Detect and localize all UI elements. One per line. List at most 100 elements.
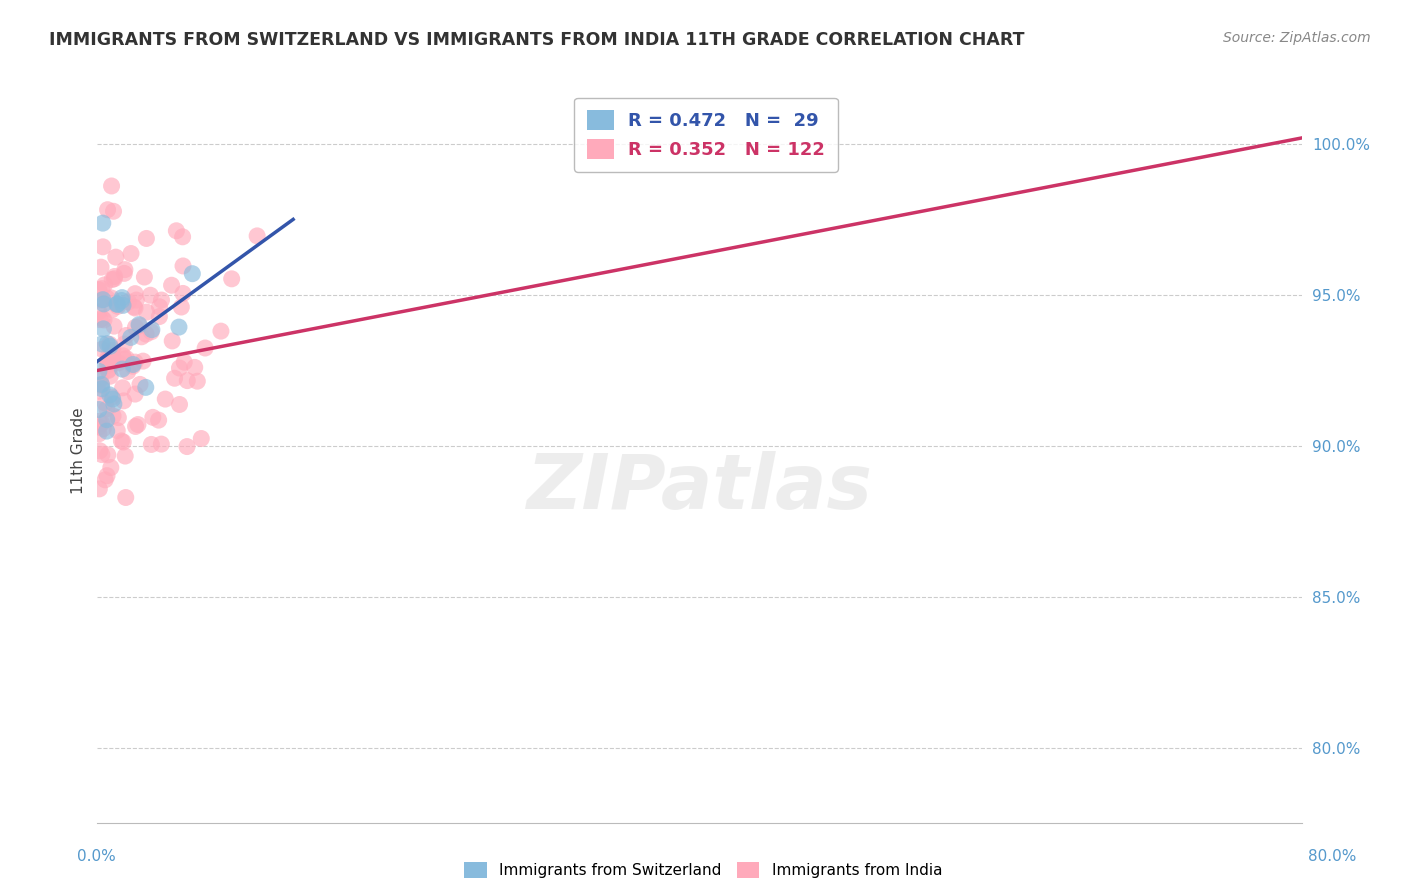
Point <box>170 300 193 314</box>
Point <box>183 360 205 375</box>
Point <box>97 448 120 462</box>
Point <box>150 437 173 451</box>
Point <box>135 380 157 394</box>
Point <box>129 377 152 392</box>
Point <box>93 322 115 336</box>
Point <box>112 393 135 408</box>
Point <box>139 288 162 302</box>
Point <box>115 328 138 343</box>
Point <box>111 298 134 312</box>
Point <box>194 341 217 355</box>
Text: 0.0%: 0.0% <box>77 849 117 864</box>
Point <box>141 437 163 451</box>
Point <box>135 231 157 245</box>
Point <box>94 396 117 410</box>
Point <box>98 337 121 351</box>
Point <box>89 482 111 496</box>
Point <box>101 357 124 371</box>
Point <box>122 300 145 314</box>
Point <box>114 449 136 463</box>
Text: Source: ZipAtlas.com: Source: ZipAtlas.com <box>1223 31 1371 45</box>
Point <box>96 336 118 351</box>
Point <box>124 301 146 315</box>
Point <box>172 229 194 244</box>
Point <box>101 392 124 406</box>
Point <box>124 387 146 401</box>
Point <box>117 364 139 378</box>
Point <box>148 413 170 427</box>
Point <box>96 291 118 305</box>
Point <box>101 349 124 363</box>
Point <box>128 318 150 332</box>
Point <box>89 312 111 326</box>
Point <box>111 362 134 376</box>
Point <box>111 293 134 308</box>
Point <box>124 320 146 334</box>
Point <box>101 272 124 286</box>
Point <box>91 282 114 296</box>
Point <box>91 216 114 230</box>
Point <box>90 293 112 307</box>
Text: IMMIGRANTS FROM SWITZERLAND VS IMMIGRANTS FROM INDIA 11TH GRADE CORRELATION CHAR: IMMIGRANTS FROM SWITZERLAND VS IMMIGRANT… <box>49 31 1025 49</box>
Point <box>107 410 129 425</box>
Point <box>209 324 232 338</box>
Point <box>117 294 139 309</box>
Point <box>111 349 134 363</box>
Point <box>94 473 117 487</box>
Point <box>87 364 110 378</box>
Point <box>103 397 125 411</box>
Point <box>135 305 157 319</box>
Point <box>89 443 111 458</box>
Point <box>101 343 124 358</box>
Point <box>100 345 122 359</box>
Point <box>128 318 150 333</box>
Legend: R = 0.472   N =  29, R = 0.352   N = 122: R = 0.472 N = 29, R = 0.352 N = 122 <box>574 97 838 172</box>
Point <box>135 327 157 342</box>
Point <box>107 299 129 313</box>
Point <box>114 491 136 505</box>
Point <box>107 356 129 370</box>
Point <box>112 351 135 366</box>
Point <box>176 440 198 454</box>
Point <box>120 330 142 344</box>
Point <box>148 300 170 314</box>
Point <box>103 271 125 285</box>
Point <box>93 297 115 311</box>
Point <box>101 302 124 317</box>
Point <box>121 359 143 374</box>
Point <box>96 424 118 438</box>
Point <box>98 369 121 384</box>
Point <box>172 259 194 273</box>
Point <box>90 378 112 392</box>
Point <box>132 354 155 368</box>
Point <box>181 267 204 281</box>
Point <box>87 283 110 297</box>
Point <box>91 337 114 351</box>
Point <box>98 350 121 364</box>
Point <box>93 313 115 327</box>
Point <box>101 390 124 404</box>
Point <box>165 224 187 238</box>
Point <box>112 435 135 450</box>
Point <box>104 269 127 284</box>
Point <box>90 417 112 431</box>
Point <box>124 419 146 434</box>
Point <box>87 304 110 318</box>
Point <box>124 355 146 369</box>
Point <box>190 432 212 446</box>
Point <box>91 422 114 436</box>
Point <box>169 397 191 411</box>
Point <box>150 293 173 307</box>
Point <box>125 293 148 307</box>
Point <box>87 402 110 417</box>
Point <box>100 178 122 193</box>
Point <box>120 246 142 260</box>
Point <box>167 320 190 334</box>
Point <box>87 414 110 428</box>
Point <box>160 334 183 348</box>
Point <box>101 409 124 423</box>
Point <box>115 351 138 366</box>
Point <box>97 364 120 378</box>
Point <box>87 384 110 399</box>
Point <box>173 355 195 369</box>
